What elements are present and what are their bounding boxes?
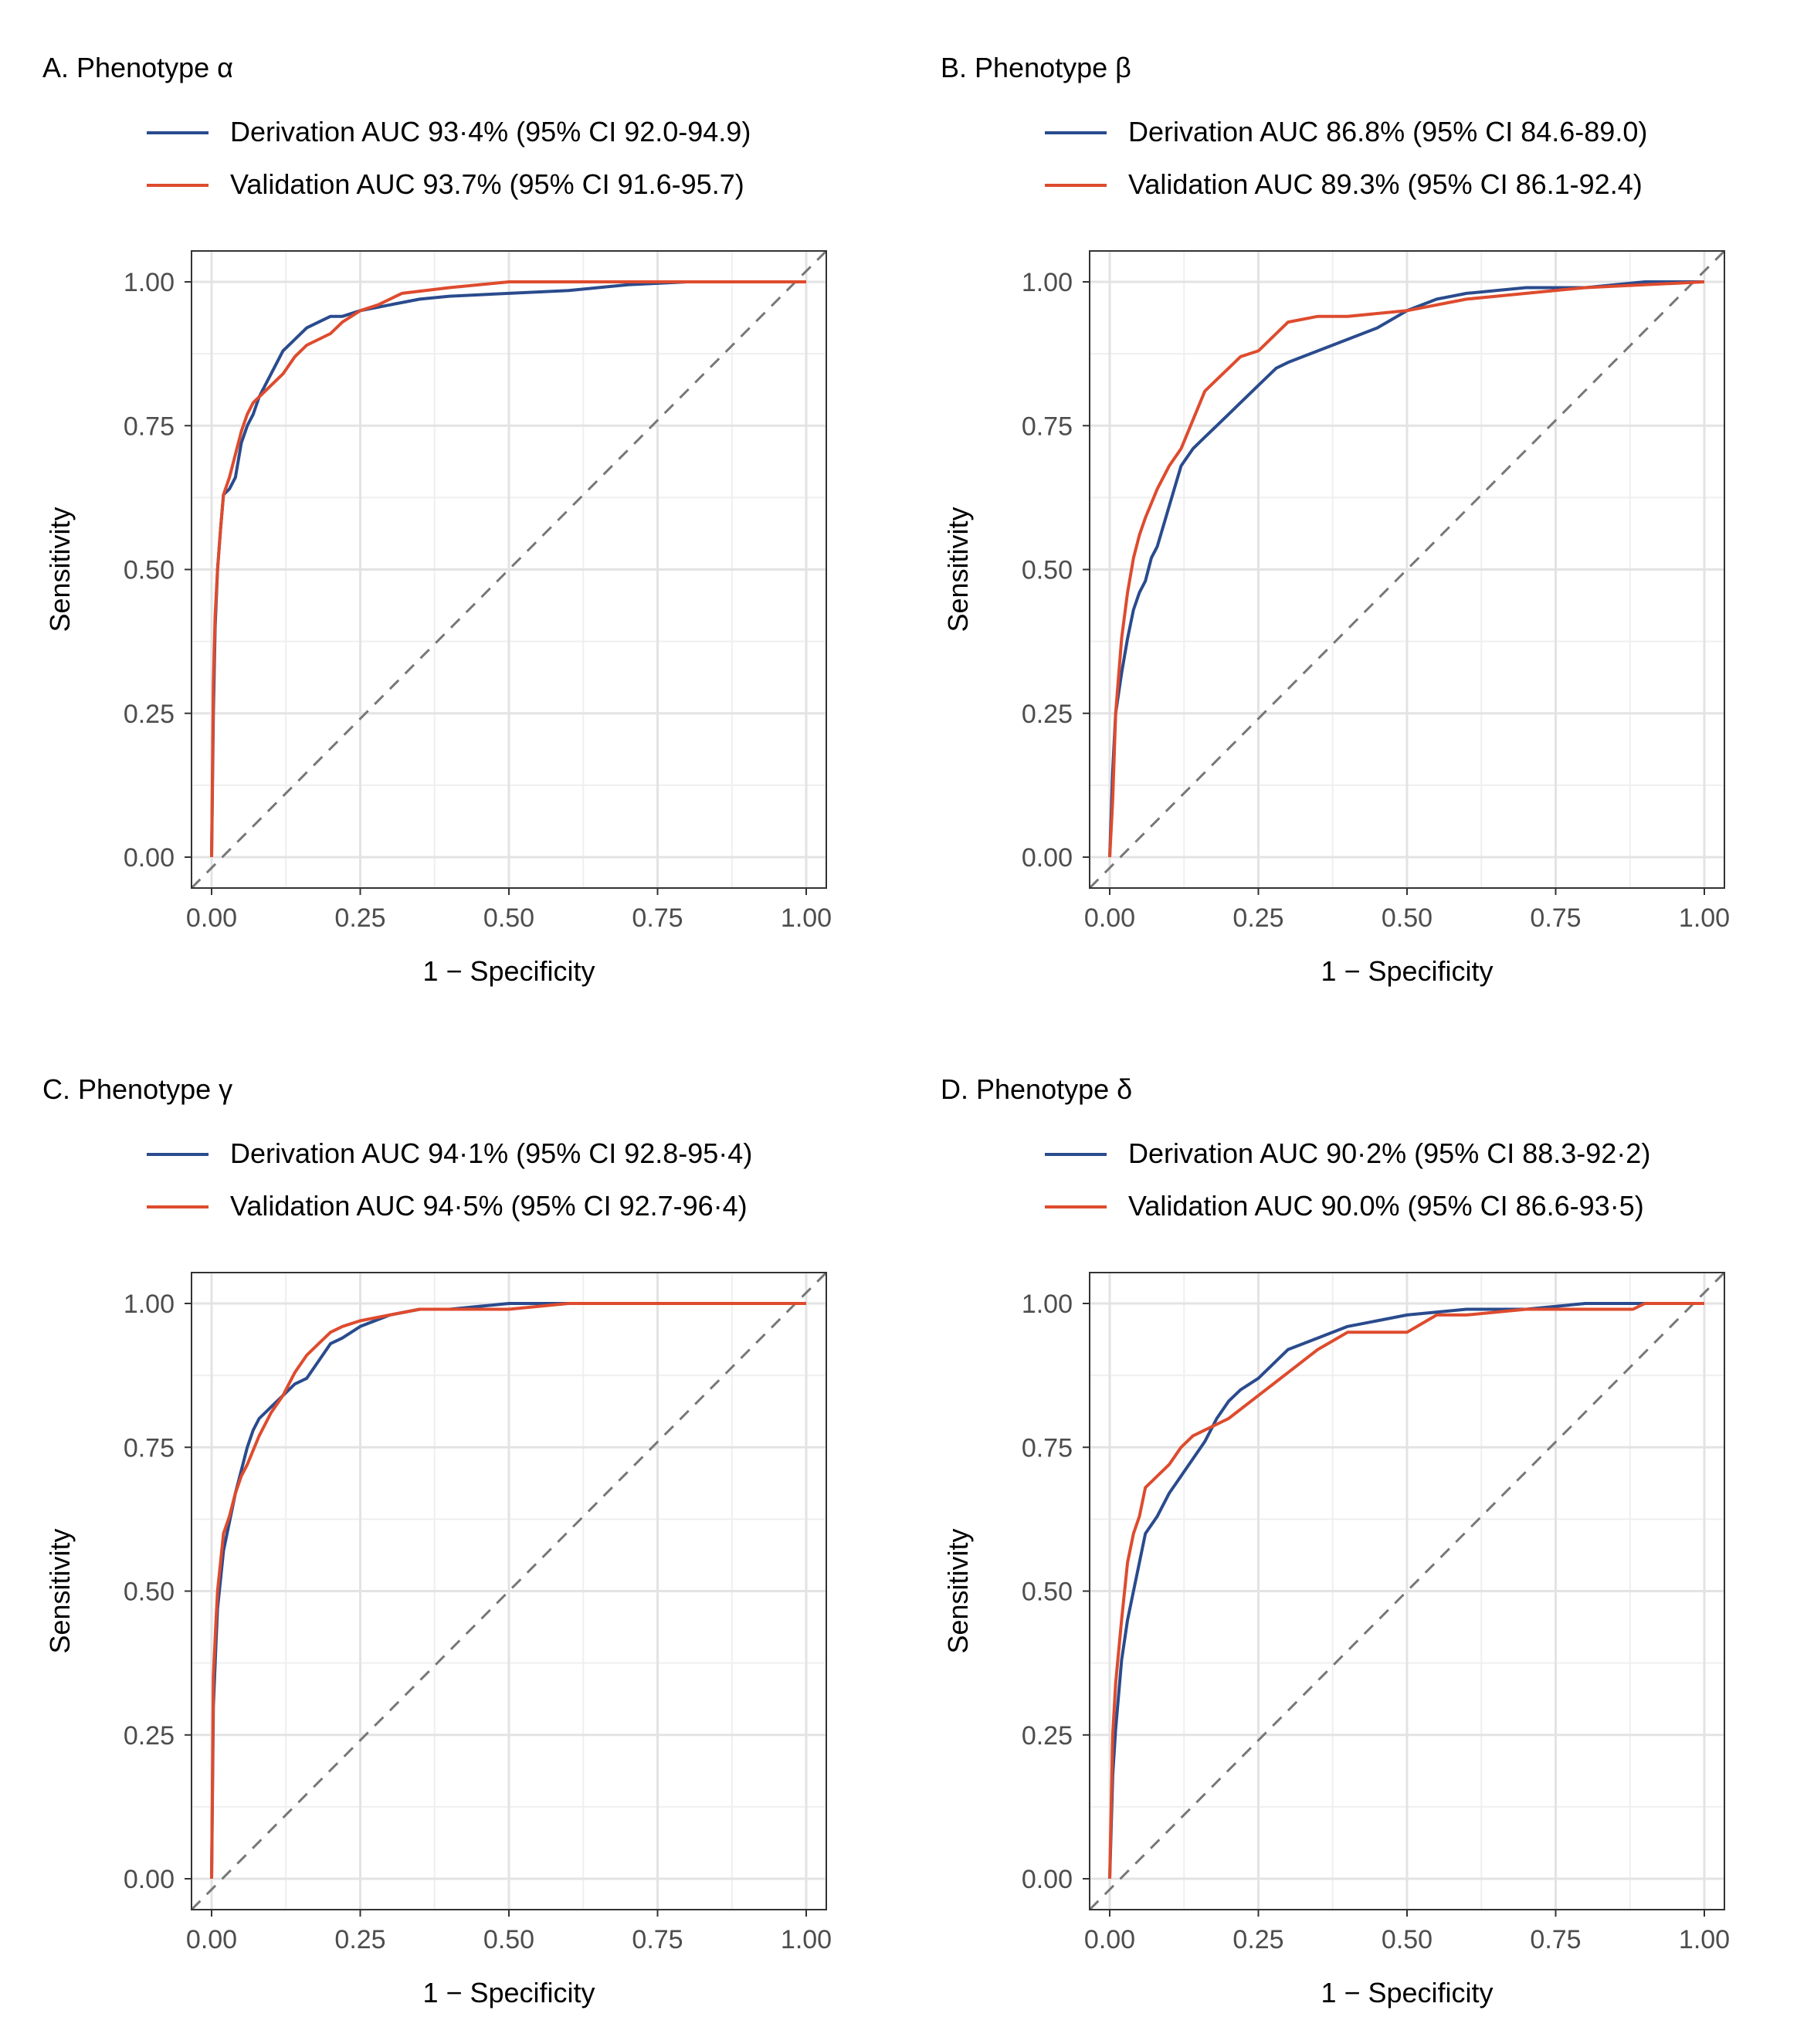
y-tick-label: 0.50 [124,1578,175,1607]
legend-label-validation: Validation AUC 94·5% (95% CI 92.7-96·4) [230,1190,748,1222]
x-axis-label: 1 − Specificity [422,955,595,987]
x-tick-label: 0.50 [1382,903,1433,933]
x-tick-label: 0.50 [1382,1925,1433,1954]
x-tick-label: 1.00 [781,903,832,933]
x-axis-label: 1 − Specificity [1321,955,1493,987]
x-tick-label: 1.00 [1679,1925,1730,1954]
x-tick-label: 0.75 [632,1925,683,1954]
x-tick-label: 0.00 [186,1925,237,1954]
roc-curve-derivation [1108,280,1704,858]
x-axis-label: 1 − Specificity [1321,1977,1493,2008]
legend-label-derivation: Derivation AUC 93·4% (95% CI 92.0-94.9) [230,116,751,147]
x-tick-label: 0.75 [1530,903,1581,933]
y-tick-label: 1.00 [1022,268,1073,297]
panel-title: B. Phenotype β [941,52,1131,83]
legend-label-validation: Validation AUC 90.0% (95% CI 86.6-93·5) [1128,1190,1644,1222]
y-tick-label: 0.00 [124,843,175,873]
y-tick-label: 0.75 [124,412,175,441]
y-tick-label: 0.50 [1022,1578,1073,1607]
roc-curve-validation [1108,280,1705,858]
x-tick-label: 0.25 [334,1925,385,1954]
x-axis-label: 1 − Specificity [422,1977,595,2008]
roc-curve-validation [1108,1302,1704,1880]
y-tick-label: 1.00 [1022,1290,1073,1319]
x-tick-label: 1.00 [1679,903,1730,933]
y-tick-label: 0.75 [124,1433,175,1463]
y-axis-label: Sensitivity [44,1528,76,1653]
legend-label-validation: Validation AUC 93.7% (95% CI 91.6-95.7) [230,168,744,200]
roc-curve-derivation [210,1302,806,1880]
roc-chart: D. Phenotype δ Derivation AUC 90·2% (95% … [941,1073,1730,2008]
y-tick-label: 0.25 [124,700,175,729]
x-tick-label: 1.00 [781,1925,832,1954]
y-tick-label: 0.00 [1022,843,1073,873]
legend-label-derivation: Derivation AUC 94·1% (95% CI 92.8-95·4) [230,1137,752,1169]
x-tick-label: 0.25 [334,903,385,933]
y-tick-label: 0.25 [1022,700,1073,729]
legend-label-derivation: Derivation AUC 90·2% (95% CI 88.3-92·2) [1128,1137,1650,1169]
y-tick-label: 0.50 [124,556,175,585]
y-axis-label: Sensitivity [942,1528,974,1653]
x-tick-label: 0.75 [632,903,683,933]
panel-title: A. Phenotype α [42,52,233,83]
y-tick-label: 1.00 [124,268,175,297]
roc-chart: A. Phenotype α Derivation AUC 93·4% (95% … [42,52,832,987]
x-tick-label: 0.75 [1530,1925,1581,1954]
y-tick-label: 0.75 [1022,412,1073,441]
panel-title: C. Phenotype γ [42,1073,232,1105]
roc-curve-validation [210,1302,806,1880]
y-tick-label: 0.00 [124,1865,175,1894]
y-axis-label: Sensitivity [942,507,974,632]
x-tick-label: 0.00 [1084,903,1135,933]
x-tick-label: 0.00 [1084,1925,1135,1954]
roc-chart: B. Phenotype β Derivation AUC 86.8% (95% … [941,52,1730,987]
x-tick-label: 0.50 [483,903,534,933]
y-tick-label: 0.25 [124,1721,175,1751]
panel-d: D. Phenotype δ Derivation AUC 90·2% (95% … [898,1022,1796,2043]
y-tick-label: 0.25 [1022,1721,1073,1751]
panel-b: B. Phenotype β Derivation AUC 86.8% (95% … [898,0,1796,1022]
y-axis-label: Sensitivity [44,507,76,632]
panel-c: C. Phenotype γ Derivation AUC 94·1% (95% … [0,1022,898,2043]
panel-title: D. Phenotype δ [941,1073,1132,1105]
roc-chart: C. Phenotype γ Derivation AUC 94·1% (95% … [42,1073,832,2008]
legend-label-validation: Validation AUC 89.3% (95% CI 86.1-92.4) [1128,168,1643,200]
roc-curve-derivation [1108,1302,1704,1880]
y-tick-label: 0.00 [1022,1865,1073,1894]
y-tick-label: 0.75 [1022,1433,1073,1463]
y-tick-label: 0.50 [1022,556,1073,585]
panel-a: A. Phenotype α Derivation AUC 93·4% (95% … [0,0,898,1022]
legend-label-derivation: Derivation AUC 86.8% (95% CI 84.6-89.0) [1128,116,1647,147]
x-tick-label: 0.00 [186,903,237,933]
roc-curve-validation [210,280,806,858]
x-tick-label: 0.50 [483,1925,534,1954]
x-tick-label: 0.25 [1232,903,1283,933]
x-tick-label: 0.25 [1232,1925,1283,1954]
y-tick-label: 1.00 [124,1290,175,1319]
